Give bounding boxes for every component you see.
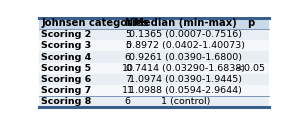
Bar xyxy=(39,29,269,40)
Text: Scoring 4: Scoring 4 xyxy=(41,52,92,62)
Bar xyxy=(39,96,269,108)
Text: Median (min-max): Median (min-max) xyxy=(134,18,237,28)
Bar xyxy=(39,85,269,96)
Text: 0.8972 (0.0402-1.40073): 0.8972 (0.0402-1.40073) xyxy=(126,41,245,50)
Text: 1.0974 (0.0390-1.9445): 1.0974 (0.0390-1.9445) xyxy=(129,75,242,84)
Text: 6: 6 xyxy=(125,97,131,106)
Bar xyxy=(39,51,269,63)
Text: Johnsen categories: Johnsen categories xyxy=(41,18,149,28)
Text: Scoring 8: Scoring 8 xyxy=(41,97,92,106)
Text: 0.1365 (0.0007-0.7516): 0.1365 (0.0007-0.7516) xyxy=(129,30,242,39)
Text: N: N xyxy=(124,18,132,28)
Text: 1 (control): 1 (control) xyxy=(161,97,210,106)
Text: Scoring 6: Scoring 6 xyxy=(41,75,92,84)
Text: 5: 5 xyxy=(125,30,131,39)
Text: 11: 11 xyxy=(122,86,134,95)
Text: <0.05: <0.05 xyxy=(236,64,266,73)
Text: Scoring 7: Scoring 7 xyxy=(41,86,92,95)
Bar xyxy=(39,74,269,85)
Bar xyxy=(39,63,269,74)
Text: Scoring 3: Scoring 3 xyxy=(41,41,92,50)
Text: 6: 6 xyxy=(125,52,131,62)
Text: 7: 7 xyxy=(125,75,131,84)
Text: Scoring 5: Scoring 5 xyxy=(41,64,92,73)
Text: 5: 5 xyxy=(125,41,131,50)
Text: 10: 10 xyxy=(122,64,134,73)
Text: Scoring 2: Scoring 2 xyxy=(41,30,92,39)
Text: 0.9261 (0.0390-1.6800): 0.9261 (0.0390-1.6800) xyxy=(129,52,242,62)
Bar xyxy=(39,40,269,51)
Text: p: p xyxy=(248,18,255,28)
Text: 0.7414 (0.03290-1.6838): 0.7414 (0.03290-1.6838) xyxy=(126,64,245,73)
Bar xyxy=(39,18,269,29)
Text: 1.0988 (0.0594-2.9644): 1.0988 (0.0594-2.9644) xyxy=(129,86,242,95)
